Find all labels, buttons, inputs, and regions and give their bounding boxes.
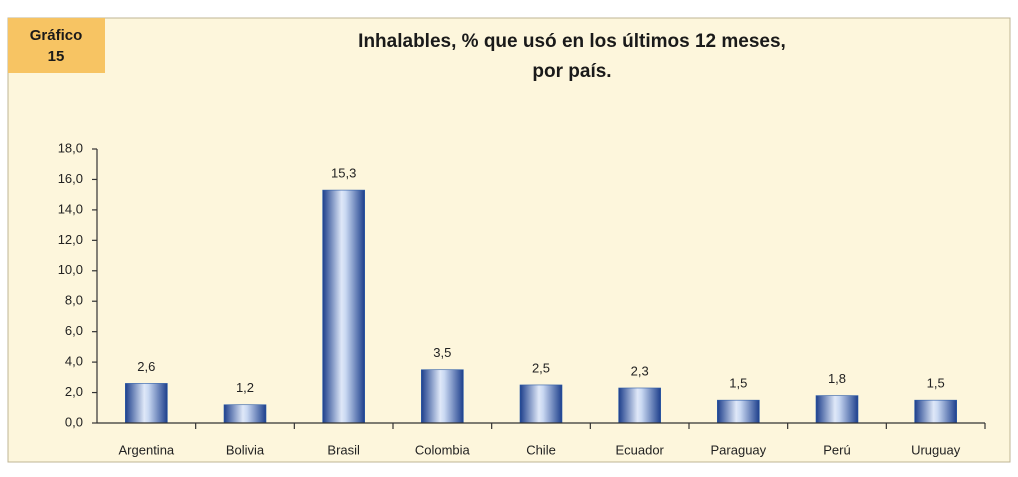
- x-tick-label: Perú: [823, 442, 850, 457]
- chart-title: Inhalables, % que usó en los últimos 12 …: [358, 31, 786, 52]
- y-tick-label: 12,0: [58, 232, 83, 247]
- value-label: 2,5: [532, 360, 550, 375]
- value-label: 1,5: [927, 376, 945, 391]
- x-tick-label: Ecuador: [615, 442, 664, 457]
- panel: [7, 17, 1011, 463]
- bar: [914, 399, 957, 424]
- y-tick-label: 2,0: [65, 384, 83, 399]
- y-tick-label: 6,0: [65, 323, 83, 338]
- x-tick-label: Paraguay: [711, 442, 767, 457]
- value-label: 2,3: [631, 363, 649, 378]
- bar: [421, 369, 464, 424]
- bar: [519, 384, 563, 424]
- bar: [618, 387, 661, 424]
- x-tick-label: Uruguay: [911, 442, 961, 457]
- y-tick-label: 18,0: [58, 140, 83, 155]
- value-label: 1,2: [236, 380, 254, 395]
- y-tick-label: 10,0: [58, 262, 83, 277]
- bar: [223, 404, 267, 424]
- y-tick-label: 14,0: [58, 201, 83, 216]
- y-tick-label: 4,0: [65, 354, 83, 369]
- chart-title: por país.: [532, 61, 611, 82]
- y-tick-label: 8,0: [65, 293, 83, 308]
- bar: [125, 383, 168, 424]
- x-tick-label: Colombia: [415, 442, 471, 457]
- value-label: 1,5: [729, 376, 747, 391]
- bar: [322, 189, 365, 424]
- y-tick-label: 16,0: [58, 171, 83, 186]
- x-tick-label: Brasil: [327, 442, 360, 457]
- value-label: 3,5: [433, 345, 451, 360]
- badge-text: Gráfico: [30, 27, 83, 44]
- value-label: 15,3: [331, 166, 356, 181]
- badge-box: [8, 18, 105, 73]
- value-label: 1,8: [828, 371, 846, 386]
- x-tick-label: Argentina: [119, 442, 175, 457]
- x-tick-label: Bolivia: [226, 442, 265, 457]
- bar: [717, 399, 760, 424]
- x-tick-label: Chile: [526, 442, 556, 457]
- bar: [815, 395, 859, 424]
- badge-text: 15: [48, 48, 65, 65]
- y-tick-label: 0,0: [65, 414, 83, 429]
- value-label: 2,6: [137, 359, 155, 374]
